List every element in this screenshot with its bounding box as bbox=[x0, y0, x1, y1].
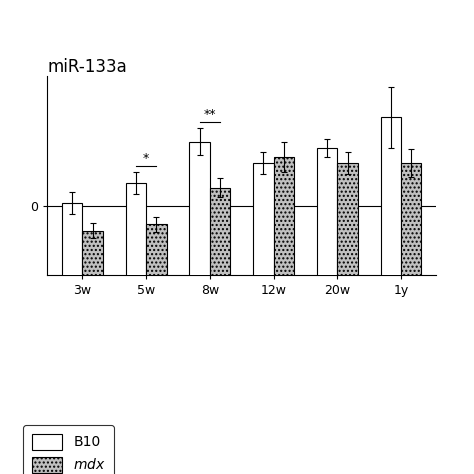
Bar bbox=[126, 183, 146, 359]
Bar bbox=[381, 117, 401, 359]
Text: miR-133a: miR-133a bbox=[47, 58, 127, 76]
Bar bbox=[337, 163, 358, 359]
Bar bbox=[317, 148, 337, 359]
Text: *: * bbox=[143, 152, 149, 165]
Bar bbox=[401, 163, 421, 359]
Bar bbox=[146, 224, 166, 359]
Bar bbox=[253, 163, 273, 359]
Text: **: ** bbox=[204, 108, 216, 120]
Legend: B10, $\mathit{mdx}$: B10, $\mathit{mdx}$ bbox=[23, 425, 114, 474]
Bar bbox=[62, 203, 82, 359]
Bar bbox=[210, 188, 230, 359]
Bar bbox=[190, 142, 210, 359]
Bar bbox=[273, 157, 294, 359]
Bar bbox=[82, 230, 103, 359]
